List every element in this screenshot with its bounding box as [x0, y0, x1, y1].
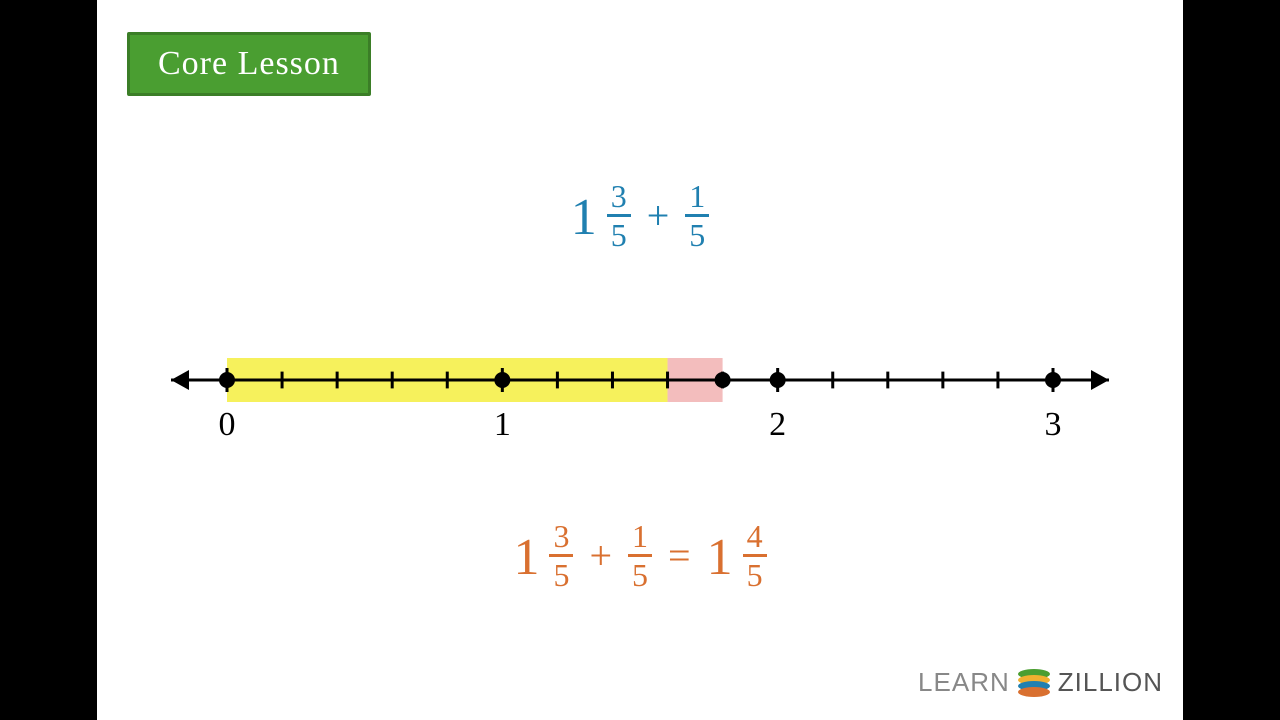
- operator: +: [641, 192, 676, 239]
- slide: Core Lesson 135+15 0123 135+15=145 LEARN…: [97, 0, 1183, 720]
- whole-number: 1: [571, 188, 597, 247]
- axis-label: 1: [494, 406, 511, 443]
- axis-label: 2: [769, 406, 786, 443]
- fraction: 45: [743, 520, 767, 591]
- number-line-dot: [1045, 372, 1061, 388]
- number-line-dot: [494, 372, 510, 388]
- fraction: 15: [628, 520, 652, 591]
- badge-label: Core Lesson: [158, 45, 340, 82]
- logo-swirl-icon: [1016, 664, 1052, 700]
- whole-number: 1: [513, 528, 539, 587]
- arrow-left-icon: [171, 370, 189, 390]
- core-lesson-badge: Core Lesson: [127, 32, 371, 96]
- number-line-dot: [770, 372, 786, 388]
- arrow-right-icon: [1091, 370, 1109, 390]
- axis-label: 3: [1045, 406, 1062, 443]
- logo-zillion: ZILLION: [1058, 667, 1163, 698]
- equation-top: 135+15: [97, 180, 1183, 251]
- whole-number: 1: [707, 528, 733, 587]
- operator: =: [662, 532, 697, 579]
- learnzillion-logo: LEARN ZILLION: [918, 664, 1163, 700]
- fraction: 35: [549, 520, 573, 591]
- fraction: 15: [685, 180, 709, 251]
- operator: +: [583, 532, 618, 579]
- number-line-dot: [715, 372, 731, 388]
- number-line: 0 1 2 3: [167, 340, 1113, 460]
- fraction: 35: [607, 180, 631, 251]
- equation-bottom: 135+15=145: [97, 520, 1183, 591]
- number-line-dot: [219, 372, 235, 388]
- logo-learn: LEARN: [918, 667, 1010, 698]
- axis-label: 0: [219, 406, 236, 443]
